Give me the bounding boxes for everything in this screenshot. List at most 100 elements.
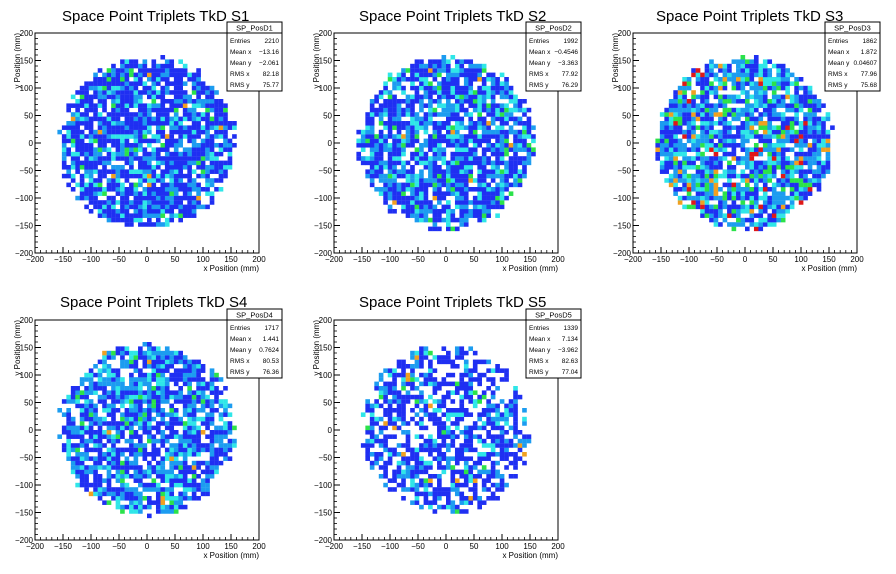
histogram-bin bbox=[142, 412, 148, 417]
histogram-bin bbox=[205, 90, 210, 95]
histogram-bin bbox=[111, 460, 116, 466]
histogram-bin bbox=[369, 178, 375, 183]
histogram-bin bbox=[115, 377, 121, 382]
histogram-bin bbox=[423, 77, 429, 82]
histogram-bin bbox=[164, 112, 170, 117]
histogram-bin bbox=[218, 165, 224, 170]
histogram-bin bbox=[138, 491, 143, 497]
histogram-bin bbox=[446, 59, 451, 64]
histogram-bin bbox=[490, 491, 496, 497]
histogram-bin bbox=[187, 94, 192, 100]
histogram-bin bbox=[187, 386, 192, 391]
histogram-bin bbox=[472, 496, 478, 501]
histogram-bin bbox=[718, 99, 723, 104]
histogram-bin bbox=[753, 187, 759, 192]
x-axis-label: x Position (mm) bbox=[203, 264, 259, 273]
histogram-bin bbox=[477, 200, 482, 205]
histogram-bin bbox=[369, 156, 375, 161]
histogram-bin bbox=[205, 112, 210, 117]
histogram-bin bbox=[365, 430, 370, 435]
histogram-bin bbox=[432, 222, 438, 227]
histogram-bin bbox=[360, 443, 366, 448]
x-tick-label: −200 bbox=[624, 255, 643, 264]
histogram-bin bbox=[75, 165, 80, 170]
histogram-bin bbox=[428, 226, 433, 232]
histogram-bin bbox=[169, 99, 175, 104]
histogram-bin bbox=[686, 85, 692, 91]
histogram-bin bbox=[142, 416, 148, 422]
histogram-bin bbox=[133, 209, 139, 214]
stats-label-rms-x: RMS x bbox=[529, 71, 549, 78]
histogram-bin bbox=[102, 169, 107, 174]
histogram-bin bbox=[178, 72, 183, 78]
histogram-bin bbox=[459, 103, 465, 108]
histogram-bin bbox=[481, 187, 487, 192]
histogram-bin bbox=[392, 173, 397, 179]
histogram-bin bbox=[66, 452, 71, 457]
histogram-bin bbox=[200, 165, 206, 170]
histogram-bin bbox=[437, 200, 442, 205]
histogram-bin bbox=[142, 85, 148, 91]
histogram-bin bbox=[164, 355, 170, 360]
histogram-bin bbox=[369, 412, 375, 417]
histogram-bin bbox=[387, 187, 393, 192]
histogram-bin bbox=[169, 182, 175, 188]
histogram-bin bbox=[138, 355, 143, 360]
histogram-bin bbox=[155, 355, 161, 360]
histogram-bin bbox=[700, 204, 705, 210]
histogram-bin bbox=[79, 165, 85, 170]
histogram-bin bbox=[740, 143, 746, 148]
histogram-bin bbox=[454, 460, 460, 466]
histogram-bin bbox=[753, 59, 759, 64]
histogram-bin bbox=[173, 116, 179, 122]
histogram-bin bbox=[821, 147, 826, 152]
histogram-bin bbox=[133, 195, 139, 201]
histogram-bin bbox=[459, 138, 465, 144]
histogram-bin bbox=[468, 390, 474, 395]
histogram-bin bbox=[151, 443, 157, 448]
histogram-bin bbox=[155, 509, 161, 514]
histogram-bin bbox=[369, 452, 375, 457]
histogram-bin bbox=[138, 377, 143, 382]
histogram-bin bbox=[392, 474, 397, 479]
histogram-bin bbox=[129, 504, 134, 510]
histogram-bin bbox=[182, 63, 188, 69]
histogram-bin bbox=[106, 116, 112, 122]
histogram-bin bbox=[807, 112, 813, 117]
histogram-bin bbox=[93, 94, 98, 100]
histogram-bin bbox=[780, 169, 786, 174]
histogram-bin bbox=[178, 156, 183, 161]
histogram-bin bbox=[481, 465, 487, 470]
histogram-bin bbox=[477, 85, 482, 91]
histogram-bin bbox=[124, 222, 130, 227]
histogram-bin bbox=[428, 165, 433, 170]
histogram-bin bbox=[138, 138, 143, 144]
histogram-bin bbox=[668, 138, 674, 144]
histogram-bin bbox=[133, 364, 139, 369]
histogram-bin bbox=[695, 134, 701, 139]
histogram-bin bbox=[369, 116, 375, 122]
histogram-bin bbox=[414, 204, 420, 210]
histogram-bin bbox=[695, 156, 701, 161]
histogram-bin bbox=[378, 416, 384, 422]
histogram-bin bbox=[749, 156, 755, 161]
histogram-bin bbox=[120, 487, 125, 492]
histogram-bin bbox=[789, 160, 795, 166]
histogram-bin bbox=[727, 94, 732, 100]
histogram-bin bbox=[133, 504, 139, 510]
histogram-bin bbox=[700, 85, 705, 91]
y-tick-label: 100 bbox=[20, 371, 34, 380]
histogram-bin bbox=[499, 143, 505, 148]
histogram-bin bbox=[178, 377, 183, 382]
histogram-bin bbox=[762, 191, 768, 196]
histogram-bin bbox=[767, 112, 773, 117]
histogram-bin bbox=[472, 447, 478, 453]
histogram-bin bbox=[812, 160, 817, 166]
histogram-bin bbox=[789, 116, 795, 122]
histogram-bin bbox=[129, 412, 134, 417]
histogram-bin bbox=[84, 103, 89, 108]
histogram-bin bbox=[66, 173, 71, 179]
histogram-bin bbox=[178, 372, 183, 378]
histogram-bin bbox=[713, 182, 719, 188]
histogram-bin bbox=[691, 72, 696, 78]
